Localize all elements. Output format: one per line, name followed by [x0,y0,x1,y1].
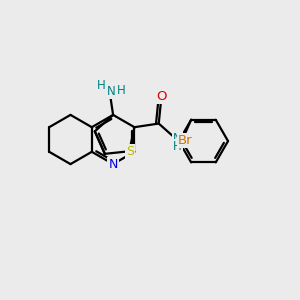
Text: Br: Br [178,134,193,147]
Text: N: N [173,132,182,146]
Text: H: H [117,84,125,97]
Text: H: H [97,79,106,92]
Text: N: N [108,158,118,171]
Text: H: H [173,140,182,153]
Text: S: S [126,146,134,158]
Text: N: N [107,85,116,98]
Text: O: O [156,90,167,103]
